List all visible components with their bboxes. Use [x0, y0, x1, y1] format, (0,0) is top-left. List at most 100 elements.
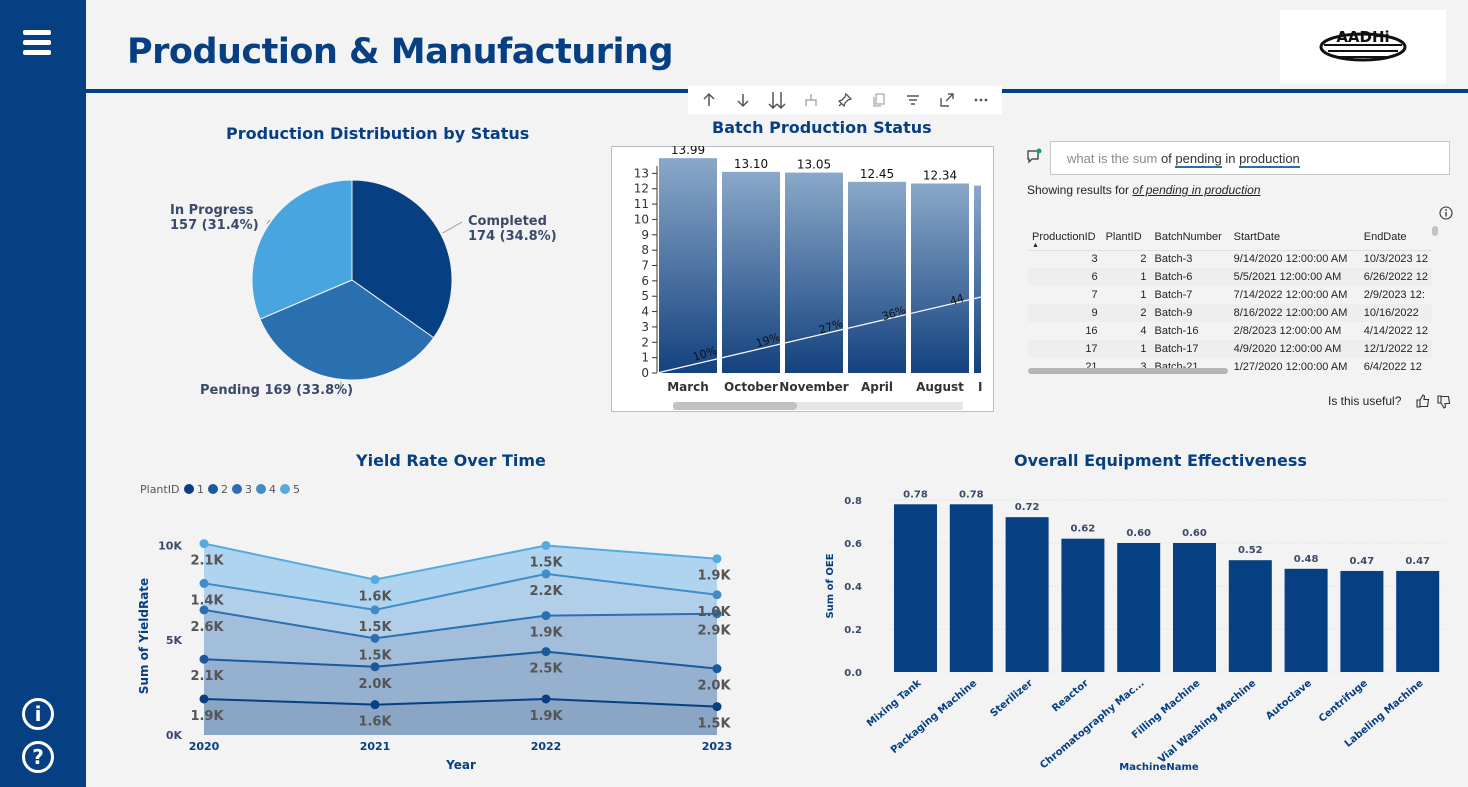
yield-y-tick-label: 5K	[166, 634, 183, 647]
help-icon[interactable]: ?	[22, 741, 54, 773]
batch-data-label: 12.45	[860, 167, 894, 181]
pie-slice-pending[interactable]	[259, 279, 435, 381]
yield-legend-label[interactable]: 2	[221, 483, 228, 496]
double-arrow-down-icon[interactable]	[764, 88, 790, 112]
qna-column-header[interactable]: BatchNumber	[1150, 224, 1230, 251]
qna-question-input[interactable]: what is the sum of pending in production	[1050, 141, 1450, 175]
qna-showing-query-link[interactable]: of pending in production	[1132, 183, 1261, 197]
batch-y-tick-label: 8	[641, 243, 649, 257]
batch-bar[interactable]	[848, 181, 906, 373]
yield-point[interactable]	[370, 662, 380, 672]
yield-point[interactable]	[199, 605, 209, 615]
batch-bar[interactable]	[659, 158, 717, 373]
hamburger-icon[interactable]	[23, 30, 51, 58]
yield-line-series-3	[203, 608, 718, 640]
qna-table-hscrollbar[interactable]	[1028, 368, 1228, 374]
yield-point[interactable]	[541, 540, 551, 550]
oee-bar[interactable]	[1228, 560, 1272, 672]
oee-bar[interactable]	[1396, 570, 1440, 672]
yield-legend-marker[interactable]	[184, 484, 194, 494]
oee-bar[interactable]	[894, 504, 937, 672]
yield-point[interactable]	[712, 609, 722, 619]
pie-slice-completed[interactable]	[351, 179, 453, 339]
qna-info-icon[interactable]	[1439, 206, 1453, 225]
oee-bar[interactable]	[1061, 538, 1105, 672]
qna-table-cell: 2	[1140, 253, 1147, 266]
yield-legend-label[interactable]: 5	[293, 483, 300, 496]
yield-data-label: 2.5K	[529, 662, 563, 677]
logo-text: AADHi	[1336, 28, 1389, 46]
qna-table-cell: 10/16/2022	[1359, 304, 1432, 322]
qna-column-header[interactable]: EndDate	[1359, 224, 1432, 251]
batch-bar[interactable]	[974, 185, 994, 373]
yield-point[interactable]	[541, 569, 551, 579]
batch-bar[interactable]	[785, 172, 843, 373]
oee-data-label: 0.52	[1238, 545, 1263, 556]
batch-bar[interactable]	[911, 183, 969, 373]
thumbs-up-icon[interactable]	[1415, 393, 1431, 414]
more-options-icon[interactable]	[968, 88, 994, 112]
pie-slice-in-progress[interactable]	[251, 179, 353, 320]
yield-data-label: 2.1K	[190, 554, 224, 569]
qna-table-cell: 10/3/2023 12	[1363, 253, 1428, 266]
oee-bar[interactable]	[949, 504, 993, 672]
yield-legend-label[interactable]: 4	[269, 483, 276, 496]
qna-table-vscrollbar[interactable]	[1432, 226, 1438, 236]
yield-point[interactable]	[199, 694, 209, 704]
thumbs-down-icon[interactable]	[1436, 394, 1452, 415]
oee-bar[interactable]	[1117, 543, 1161, 672]
yield-point[interactable]	[541, 611, 551, 621]
qna-chat-icon[interactable]	[1026, 148, 1042, 169]
info-icon[interactable]: i	[22, 698, 54, 730]
yield-point[interactable]	[370, 633, 380, 643]
batch-y-tick-label: 0	[641, 366, 649, 380]
yield-point[interactable]	[370, 700, 380, 710]
qna-column-header[interactable]: PlantID	[1101, 224, 1151, 251]
oee-bar[interactable]	[1284, 568, 1328, 672]
yield-point[interactable]	[541, 694, 551, 704]
yield-legend-label[interactable]: 3	[245, 483, 252, 496]
oee-bar[interactable]	[1173, 543, 1216, 672]
qna-table-cell: 21	[1085, 361, 1098, 370]
yield-point[interactable]	[712, 590, 722, 600]
yield-point[interactable]	[712, 702, 722, 712]
yield-line-series-1	[203, 697, 718, 708]
yield-legend-marker[interactable]	[280, 484, 290, 494]
qna-table-cell: 7	[1091, 289, 1098, 301]
batch-scrollbar[interactable]	[673, 402, 797, 410]
yield-legend-marker[interactable]	[232, 484, 242, 494]
yield-point[interactable]	[541, 647, 551, 657]
yield-data-label: 1.9K	[190, 709, 224, 724]
yield-point[interactable]	[199, 578, 209, 588]
yield-legend-label[interactable]: 1	[197, 483, 204, 496]
yield-point[interactable]	[199, 654, 209, 664]
pin-icon[interactable]	[832, 88, 858, 112]
arrow-up-icon[interactable]	[696, 88, 722, 112]
qna-column-header[interactable]: ProductionID ▲	[1028, 224, 1102, 251]
yield-point[interactable]	[199, 539, 209, 549]
oee-y-axis-label: Sum of OEE	[825, 553, 836, 618]
yield-legend-marker[interactable]	[208, 484, 218, 494]
yield-point[interactable]	[712, 554, 722, 564]
filter-icon[interactable]	[900, 88, 926, 112]
oee-bar[interactable]	[1005, 517, 1049, 672]
pie-leader-line	[442, 221, 463, 234]
copy-icon[interactable]	[866, 88, 892, 112]
qna-table-row: 7 1 Batch-7 7/14/2022 12:00:00 AM 2/9/2023 1…	[1028, 286, 1432, 304]
batch-bar[interactable]	[722, 171, 780, 373]
yield-point[interactable]	[370, 605, 380, 615]
yield-data-label: 2.9K	[697, 624, 731, 639]
yield-point[interactable]	[370, 575, 380, 585]
batch-y-tick-label: 4	[641, 305, 649, 319]
qna-column-header[interactable]: StartDate	[1229, 224, 1360, 251]
expand-hierarchy-icon[interactable]	[798, 88, 824, 112]
oee-data-label: 0.78	[903, 489, 928, 500]
yield-x-tick-label: 2020	[189, 740, 220, 753]
yield-legend-marker[interactable]	[256, 484, 266, 494]
yield-area-series-5	[204, 543, 717, 610]
qna-table-cell: 1/27/2020 12:00:00 AM	[1233, 361, 1348, 370]
oee-bar[interactable]	[1340, 570, 1384, 672]
arrow-down-icon[interactable]	[730, 88, 756, 112]
yield-point[interactable]	[712, 664, 722, 674]
focus-mode-icon[interactable]	[934, 88, 960, 112]
